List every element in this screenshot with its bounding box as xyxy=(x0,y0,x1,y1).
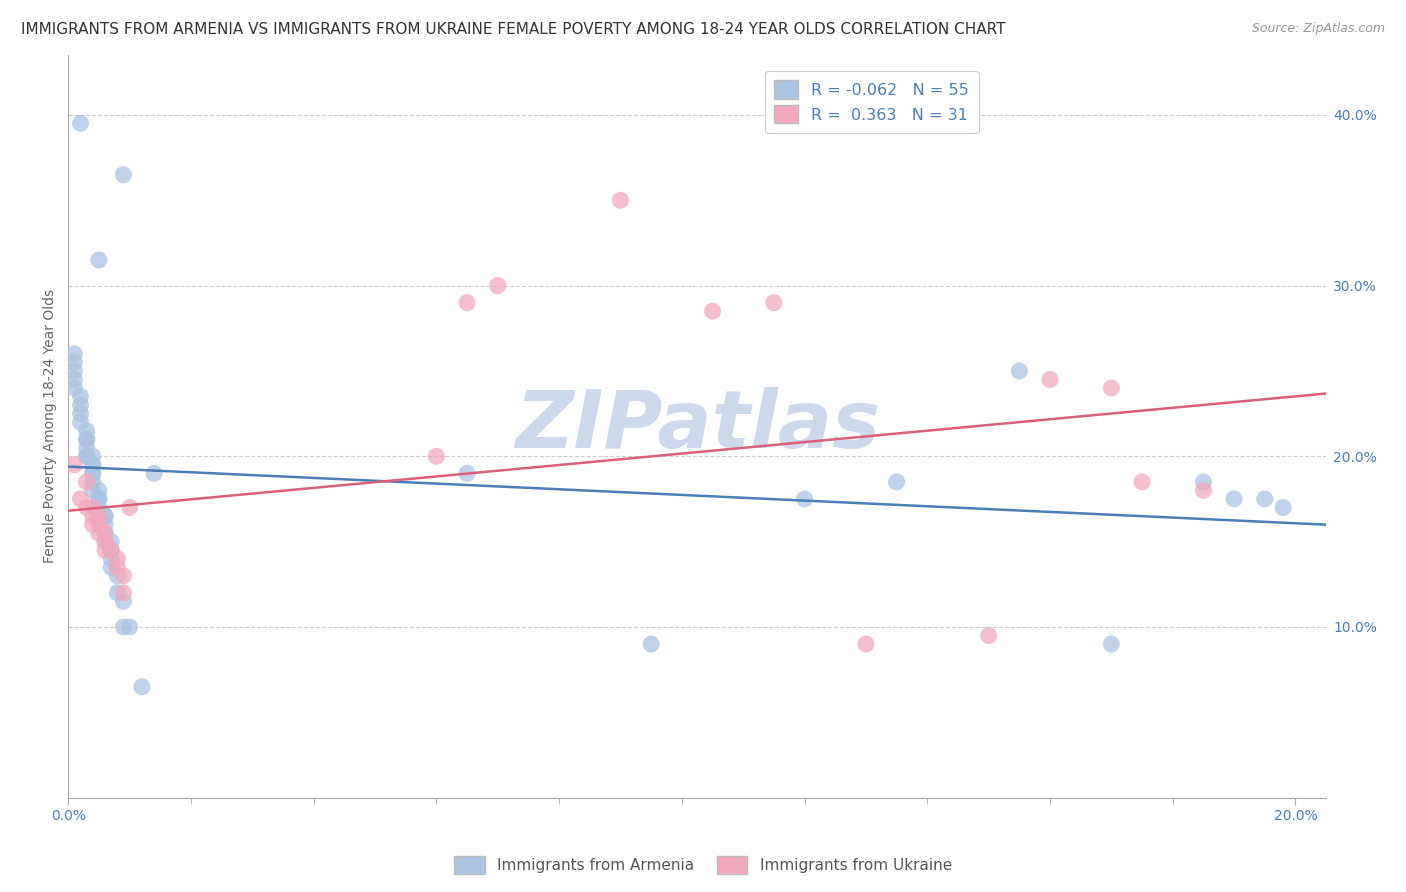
Point xyxy=(456,467,478,481)
Point xyxy=(105,586,128,600)
Legend: Immigrants from Armenia, Immigrants from Ukraine: Immigrants from Armenia, Immigrants from… xyxy=(449,850,957,880)
Point xyxy=(112,620,135,634)
Point xyxy=(609,193,631,207)
Point xyxy=(100,543,122,558)
Point xyxy=(63,355,86,369)
Point xyxy=(100,560,122,574)
Point xyxy=(94,543,117,558)
Point xyxy=(76,500,98,515)
Point xyxy=(105,568,128,582)
Point xyxy=(1099,637,1122,651)
Point xyxy=(94,534,117,549)
Point xyxy=(87,483,110,498)
Point xyxy=(82,483,104,498)
Point xyxy=(1130,475,1153,489)
Point xyxy=(855,637,877,651)
Point xyxy=(94,526,117,541)
Point xyxy=(1254,491,1277,506)
Point xyxy=(63,372,86,386)
Point xyxy=(486,278,509,293)
Point xyxy=(87,517,110,532)
Point xyxy=(63,381,86,395)
Point xyxy=(94,526,117,541)
Point xyxy=(112,168,135,182)
Point xyxy=(100,551,122,566)
Point xyxy=(118,500,141,515)
Text: IMMIGRANTS FROM ARMENIA VS IMMIGRANTS FROM UKRAINE FEMALE POVERTY AMONG 18-24 YE: IMMIGRANTS FROM ARMENIA VS IMMIGRANTS FR… xyxy=(21,22,1005,37)
Point xyxy=(82,475,104,489)
Point xyxy=(143,467,166,481)
Point xyxy=(76,450,98,464)
Point xyxy=(69,398,91,412)
Point xyxy=(76,475,98,489)
Point xyxy=(425,450,447,464)
Point xyxy=(82,517,104,532)
Point xyxy=(69,390,91,404)
Point xyxy=(640,637,662,651)
Point xyxy=(456,295,478,310)
Point xyxy=(105,560,128,574)
Point xyxy=(131,680,153,694)
Point xyxy=(100,534,122,549)
Y-axis label: Female Poverty Among 18-24 Year Olds: Female Poverty Among 18-24 Year Olds xyxy=(44,289,58,564)
Point xyxy=(1223,491,1246,506)
Point xyxy=(63,347,86,361)
Point xyxy=(63,364,86,378)
Point xyxy=(82,450,104,464)
Point xyxy=(112,568,135,582)
Point xyxy=(94,509,117,524)
Point xyxy=(94,517,117,532)
Point xyxy=(1099,381,1122,395)
Point xyxy=(1272,500,1295,515)
Point xyxy=(63,458,86,472)
Point xyxy=(1192,475,1215,489)
Point xyxy=(94,509,117,524)
Point xyxy=(87,509,110,524)
Point xyxy=(69,407,91,421)
Point xyxy=(94,534,117,549)
Text: Source: ZipAtlas.com: Source: ZipAtlas.com xyxy=(1251,22,1385,36)
Point xyxy=(112,586,135,600)
Point xyxy=(69,491,91,506)
Point xyxy=(112,594,135,608)
Point xyxy=(1008,364,1031,378)
Point xyxy=(82,458,104,472)
Point xyxy=(762,295,785,310)
Point xyxy=(105,551,128,566)
Point xyxy=(87,526,110,541)
Point xyxy=(793,491,815,506)
Point xyxy=(82,467,104,481)
Point xyxy=(100,543,122,558)
Point xyxy=(76,450,98,464)
Point xyxy=(87,252,110,267)
Point xyxy=(76,424,98,438)
Point xyxy=(1192,483,1215,498)
Point xyxy=(1039,372,1062,386)
Point xyxy=(886,475,908,489)
Point xyxy=(82,500,104,515)
Point xyxy=(82,509,104,524)
Point xyxy=(69,415,91,429)
Point xyxy=(87,491,110,506)
Legend: R = -0.062   N = 55, R =  0.363   N = 31: R = -0.062 N = 55, R = 0.363 N = 31 xyxy=(765,70,979,133)
Point xyxy=(76,432,98,446)
Text: ZIPatlas: ZIPatlas xyxy=(515,387,880,466)
Point xyxy=(977,628,1000,642)
Point xyxy=(87,500,110,515)
Point xyxy=(87,491,110,506)
Point xyxy=(118,620,141,634)
Point xyxy=(702,304,724,318)
Point xyxy=(82,458,104,472)
Point xyxy=(76,441,98,455)
Point xyxy=(76,432,98,446)
Point xyxy=(82,467,104,481)
Point xyxy=(69,116,91,130)
